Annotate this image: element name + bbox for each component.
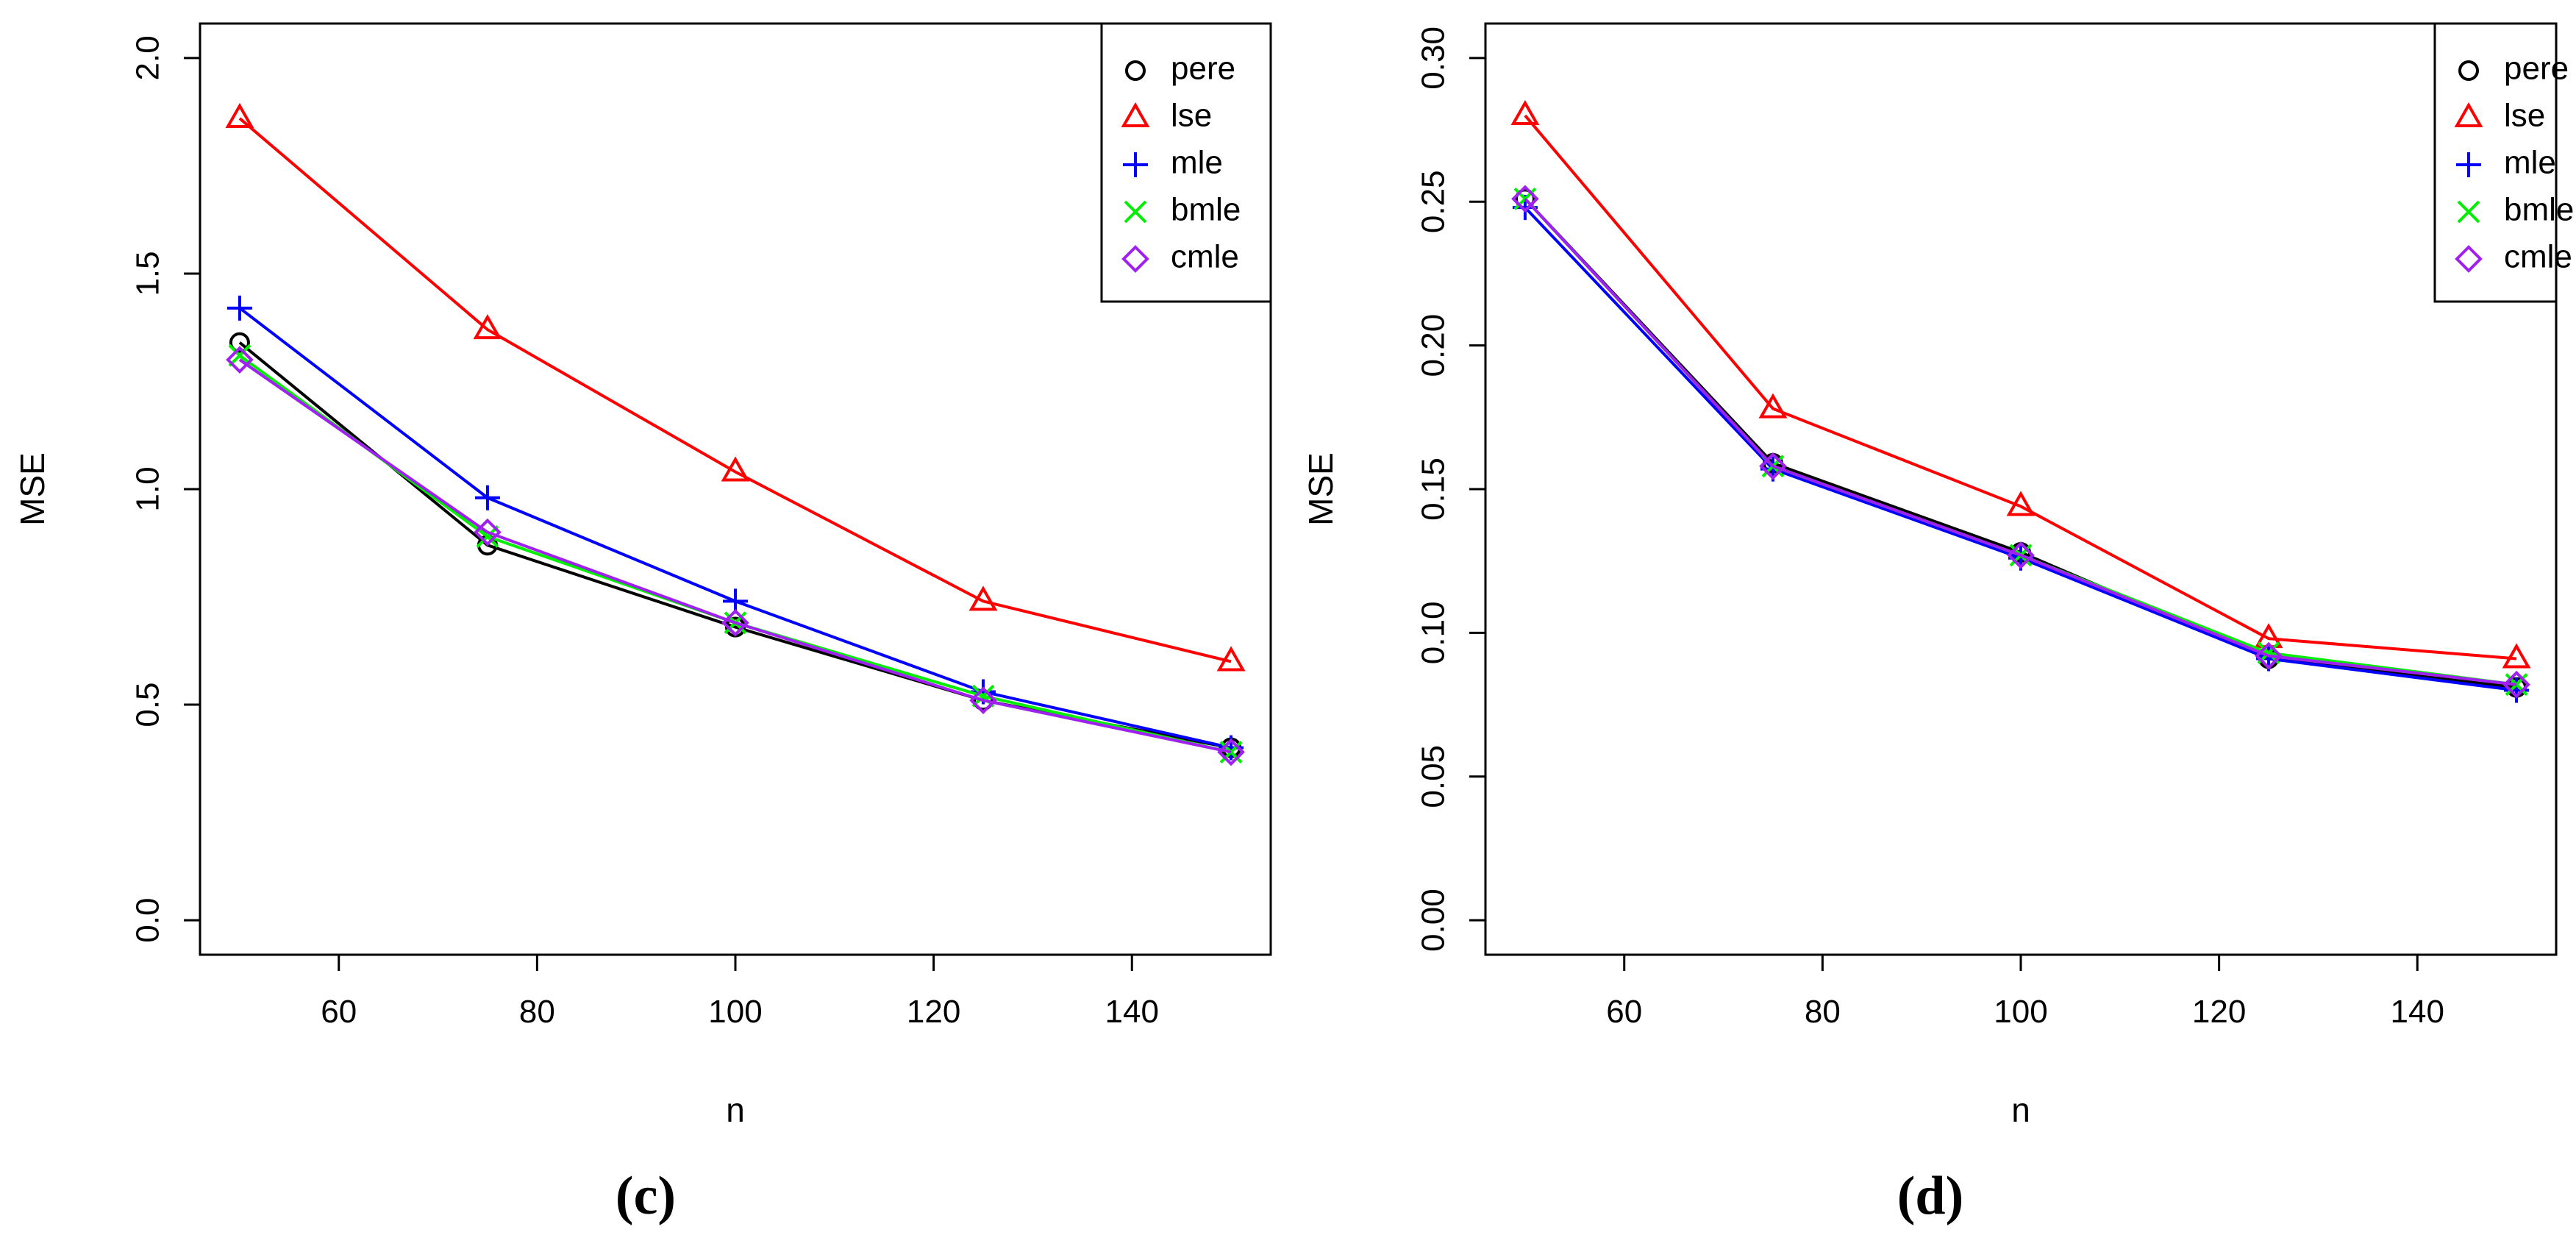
legend-marker-bmle xyxy=(2457,200,2480,224)
data-point-bmle xyxy=(476,525,499,548)
legend-marker-mle xyxy=(2456,152,2481,177)
chart-panel-d: 60 80 100 120 140 0.00 0.05 0.10 0.15 0.20 0.25 0.3… xyxy=(1302,22,2574,1226)
data-point-lse xyxy=(721,456,750,482)
legend-label: mle xyxy=(1171,145,1223,181)
legend-marker-lse xyxy=(1121,102,1150,127)
data-point-mle xyxy=(474,485,500,510)
x-tick-label: 140 xyxy=(2391,994,2444,1030)
data-point-lse xyxy=(2502,643,2531,669)
x-tick-label: 80 xyxy=(1805,994,1841,1030)
y-tick-label: 0.20 xyxy=(1416,314,1452,377)
legend-label: lse xyxy=(2504,98,2545,134)
x-tick-label: 120 xyxy=(2192,994,2246,1030)
data-point-lse xyxy=(225,102,254,128)
data-point-lse xyxy=(2006,491,2036,516)
series-line-mle xyxy=(238,307,1232,750)
legend-box xyxy=(1100,22,1272,303)
series-line-pere xyxy=(238,341,1232,750)
y-tick-label: 0.05 xyxy=(1416,745,1452,808)
y-axis-label: MSE xyxy=(1302,452,1340,526)
data-point-mle xyxy=(226,295,252,321)
x-axis-label: n xyxy=(2011,1091,2030,1129)
x-tick-label: 60 xyxy=(1606,994,1642,1030)
y-tick-label: 1.5 xyxy=(130,251,166,296)
data-point-cmle xyxy=(2255,641,2283,670)
legend-label: bmle xyxy=(2504,192,2574,228)
chart-panel-c: 60 80 100 120 140 0.0 0.5 1.0 1.5 2.0 n MSE (c) pere l… xyxy=(13,22,1272,1226)
legend-box xyxy=(2433,22,2558,303)
legend-label: pere xyxy=(2504,51,2569,87)
panel-label: (d) xyxy=(1897,1166,1963,1226)
x-tick-label: 140 xyxy=(1105,994,1159,1030)
y-tick-label: 0.0 xyxy=(130,898,166,943)
panel-label: (c) xyxy=(616,1166,676,1226)
x-tick-label: 100 xyxy=(708,994,762,1030)
data-point-lse xyxy=(1216,646,1246,672)
series-line-bmle xyxy=(1524,197,2517,686)
series-line-pere xyxy=(1524,197,2517,689)
x-tick-label: 100 xyxy=(1994,994,2047,1030)
series-line-cmle xyxy=(1524,197,2517,686)
series-line-lse xyxy=(238,117,1232,663)
legend-label: mle xyxy=(2504,145,2556,181)
data-point-cmle xyxy=(1217,738,1245,766)
data-point-cmle xyxy=(1511,185,1539,213)
legend-label: pere xyxy=(1171,51,1235,87)
y-tick-label: 0.30 xyxy=(1416,26,1452,90)
series-line-mle xyxy=(1524,206,2517,692)
legend-label: cmle xyxy=(2504,239,2572,275)
y-tick-label: 0.00 xyxy=(1416,889,1452,952)
x-tick-label: 60 xyxy=(321,994,357,1030)
y-tick-label: 0.25 xyxy=(1416,170,1452,233)
data-point-mle xyxy=(2504,677,2530,703)
y-tick-label: 2.0 xyxy=(130,35,166,80)
x-tick-label: 120 xyxy=(907,994,960,1030)
legend-label: lse xyxy=(1171,98,1212,134)
data-point-cmle xyxy=(2502,670,2530,699)
series-line-cmle xyxy=(238,358,1232,754)
data-point-cmle xyxy=(226,346,254,374)
data-point-lse xyxy=(473,314,502,340)
data-point-cmle xyxy=(721,608,749,637)
legend-marker-pere xyxy=(2458,60,2479,81)
y-tick-label: 0.10 xyxy=(1416,602,1452,665)
legend-marker-bmle xyxy=(1124,200,1147,224)
data-point-lse xyxy=(968,585,998,611)
data-point-pere xyxy=(229,332,250,353)
series-line-lse xyxy=(1524,114,2517,661)
y-tick-label: 0.5 xyxy=(130,682,166,727)
y-tick-label: 0.15 xyxy=(1416,458,1452,521)
y-tick-label: 1.0 xyxy=(130,466,166,511)
plot-frame xyxy=(1484,22,2558,956)
legend-label: bmle xyxy=(1171,192,1241,228)
x-tick-label: 80 xyxy=(519,994,555,1030)
legend-marker-cmle xyxy=(1121,245,1149,273)
data-point-cmle xyxy=(1759,452,1787,480)
data-point-lse xyxy=(1758,393,1788,419)
y-axis-label: MSE xyxy=(13,452,51,526)
data-point-cmle xyxy=(969,686,997,715)
x-axis-label: n xyxy=(726,1091,745,1129)
series-line-bmle xyxy=(238,354,1232,754)
legend-marker-mle xyxy=(1123,152,1148,177)
data-point-bmle xyxy=(228,343,251,367)
legend-marker-lse xyxy=(2454,102,2483,127)
data-point-cmle xyxy=(474,518,502,547)
data-point-cmle xyxy=(2007,541,2035,569)
data-point-lse xyxy=(1510,100,1540,126)
legend-marker-cmle xyxy=(2455,245,2483,273)
legend-label: cmle xyxy=(1171,239,1239,275)
legend-marker-pere xyxy=(1125,60,1146,81)
